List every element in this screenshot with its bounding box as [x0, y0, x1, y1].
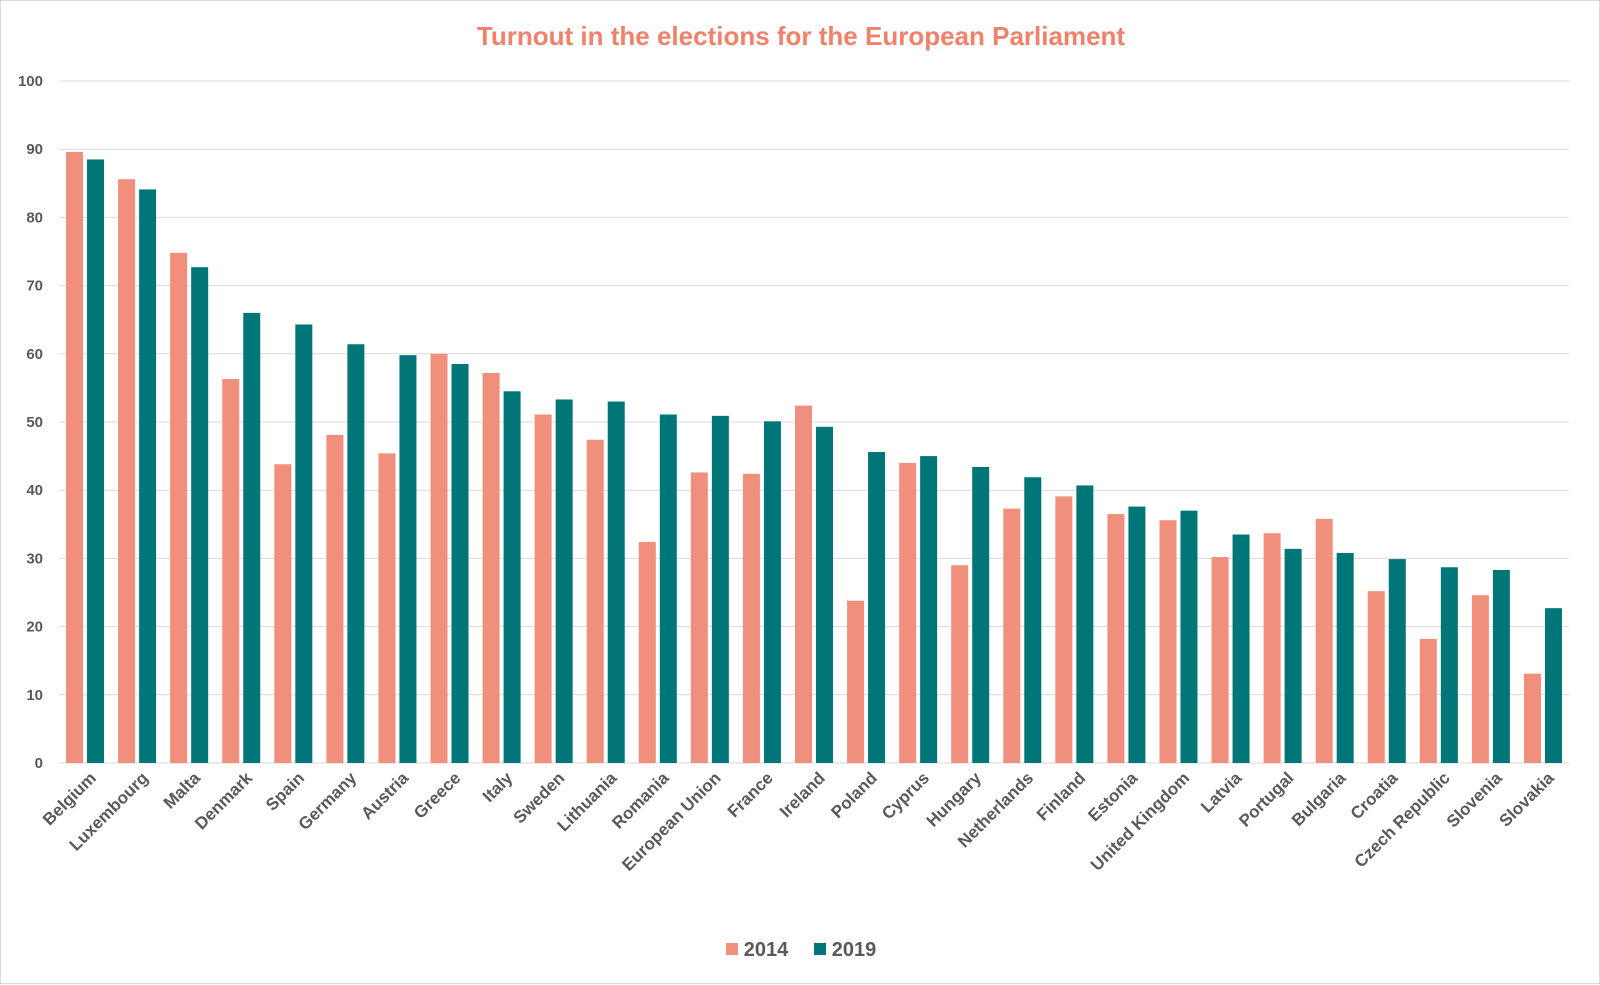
x-tick-label: France	[724, 768, 777, 821]
bar-2019-slovenia	[1492, 569, 1510, 763]
chart-title: Turnout in the elections for the Europea…	[476, 21, 1126, 51]
x-tick-label: Latvia	[1197, 768, 1246, 817]
bar-2014-ireland	[795, 405, 812, 763]
y-tick-label: 70	[26, 278, 43, 295]
x-tick-label: Slovakia	[1496, 768, 1559, 831]
bar-2014-bulgaria	[1315, 518, 1333, 763]
bar-2019-lithuania	[607, 401, 625, 763]
bar-2014-cyprus	[899, 462, 917, 763]
bar-2019-estonia	[1128, 506, 1146, 763]
bar-2019-slovakia	[1544, 608, 1562, 763]
bar-2014-spain	[274, 464, 292, 763]
bar-2019-sweden	[555, 399, 573, 763]
x-tick-label: Denmark	[191, 768, 256, 833]
x-tick-label: Bulgaria	[1288, 768, 1350, 830]
x-tick-label: Malta	[160, 768, 205, 813]
bar-2014-portugal	[1263, 533, 1281, 763]
legend-swatch-2014	[725, 943, 738, 955]
bar-2019-italy	[503, 391, 521, 763]
x-tick-label: Germany	[295, 768, 361, 834]
bar-2019-netherlands	[1024, 477, 1042, 763]
x-tick-label: Poland	[827, 768, 881, 822]
bar-2014-austria	[378, 453, 396, 763]
bar-2019-belgium	[87, 159, 105, 763]
legend-swatch-2019	[813, 943, 826, 955]
bar-2019-greece	[451, 364, 469, 763]
bar-2014-slovakia	[1523, 673, 1541, 763]
bar-2014-italy	[482, 372, 500, 763]
bar-2014-poland	[847, 600, 865, 763]
bar-2014-sweden	[534, 414, 552, 763]
legend-label-2019: 2019	[831, 939, 877, 961]
x-tick-label: United Kingdom	[1087, 768, 1193, 874]
bar-2019-france	[763, 421, 781, 763]
bar-2014-greece	[430, 353, 448, 763]
bar-2014-finland	[1055, 496, 1073, 763]
bar-2014-germany	[326, 434, 344, 763]
x-tick-label: European Union	[618, 768, 724, 874]
bar-2019-czech-republic	[1440, 567, 1458, 763]
bar-2019-european-union	[711, 415, 729, 763]
x-tick-label: Ireland	[776, 768, 829, 821]
y-tick-label: 20	[26, 619, 43, 636]
y-tick-label: 0	[35, 755, 43, 772]
y-tick-label: 100	[18, 73, 43, 90]
x-tick-label: Greece	[410, 768, 464, 822]
bar-2014-belgium	[66, 151, 84, 764]
bar-2014-united-kingdom	[1159, 520, 1177, 763]
bar-2019-hungary	[972, 467, 990, 763]
bar-2019-spain	[295, 324, 313, 763]
bar-2014-european-union	[690, 472, 708, 763]
legend: 2014 2019	[1, 939, 1600, 962]
x-tick-label: Slovenia	[1443, 768, 1506, 831]
bar-2014-estonia	[1107, 514, 1125, 763]
bar-2014-lithuania	[586, 439, 604, 763]
legend-label-2014: 2014	[743, 939, 789, 961]
bar-2014-czech-republic	[1419, 638, 1437, 763]
bar-2014-croatia	[1367, 591, 1385, 763]
bar-2019-austria	[399, 355, 417, 763]
bar-2019-bulgaria	[1336, 552, 1354, 763]
bar-2019-croatia	[1388, 559, 1406, 763]
bar-2019-ireland	[816, 426, 833, 763]
bar-2014-france	[742, 473, 760, 763]
y-tick-label: 30	[26, 550, 43, 567]
bar-2014-latvia	[1211, 557, 1229, 763]
bar-2019-portugal	[1284, 548, 1302, 763]
bar-2019-cyprus	[920, 456, 938, 763]
bar-2014-denmark	[222, 379, 240, 763]
y-tick-label: 10	[26, 687, 43, 704]
bar-2014-hungary	[951, 565, 969, 763]
bar-2019-poland	[868, 452, 886, 763]
bar-2014-romania	[638, 542, 656, 763]
legend-item-2014: 2014	[725, 939, 789, 962]
x-tick-label: Finland	[1033, 768, 1089, 824]
x-tick-label: Spain	[262, 768, 308, 814]
y-tick-label: 80	[26, 209, 43, 226]
x-tick-label: Czech Republic	[1351, 768, 1454, 871]
bar-2019-latvia	[1232, 534, 1250, 763]
bar-2019-luxembourg	[139, 189, 157, 764]
bar-2014-netherlands	[1003, 508, 1021, 763]
bar-2019-germany	[347, 344, 365, 763]
y-tick-label: 50	[26, 414, 43, 431]
legend-item-2019: 2019	[813, 939, 877, 962]
y-tick-label: 40	[26, 482, 43, 499]
y-tick-label: 60	[26, 346, 43, 363]
bar-2019-malta	[191, 267, 209, 763]
bar-2014-slovenia	[1471, 595, 1489, 763]
x-tick-label: Italy	[479, 768, 517, 806]
x-tick-label: Portugal	[1235, 768, 1297, 830]
bar-2014-malta	[170, 252, 188, 763]
y-tick-label: 90	[26, 141, 43, 158]
bar-2014-luxembourg	[118, 179, 136, 763]
bar-2019-united-kingdom	[1180, 510, 1198, 763]
x-tick-label: Austria	[357, 768, 412, 823]
bar-2019-denmark	[243, 312, 261, 763]
bar-2019-finland	[1076, 485, 1094, 763]
bar-2019-romania	[659, 414, 677, 763]
